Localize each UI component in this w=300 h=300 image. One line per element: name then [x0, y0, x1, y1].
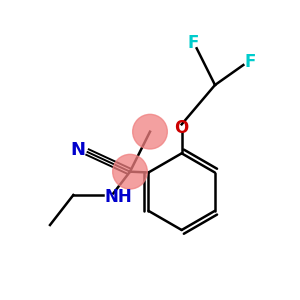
- Text: N: N: [71, 141, 86, 159]
- Text: F: F: [188, 34, 199, 52]
- Text: F: F: [244, 53, 256, 71]
- Text: NH: NH: [104, 188, 132, 206]
- Text: O: O: [175, 119, 189, 137]
- Circle shape: [113, 154, 147, 189]
- Circle shape: [133, 114, 167, 149]
